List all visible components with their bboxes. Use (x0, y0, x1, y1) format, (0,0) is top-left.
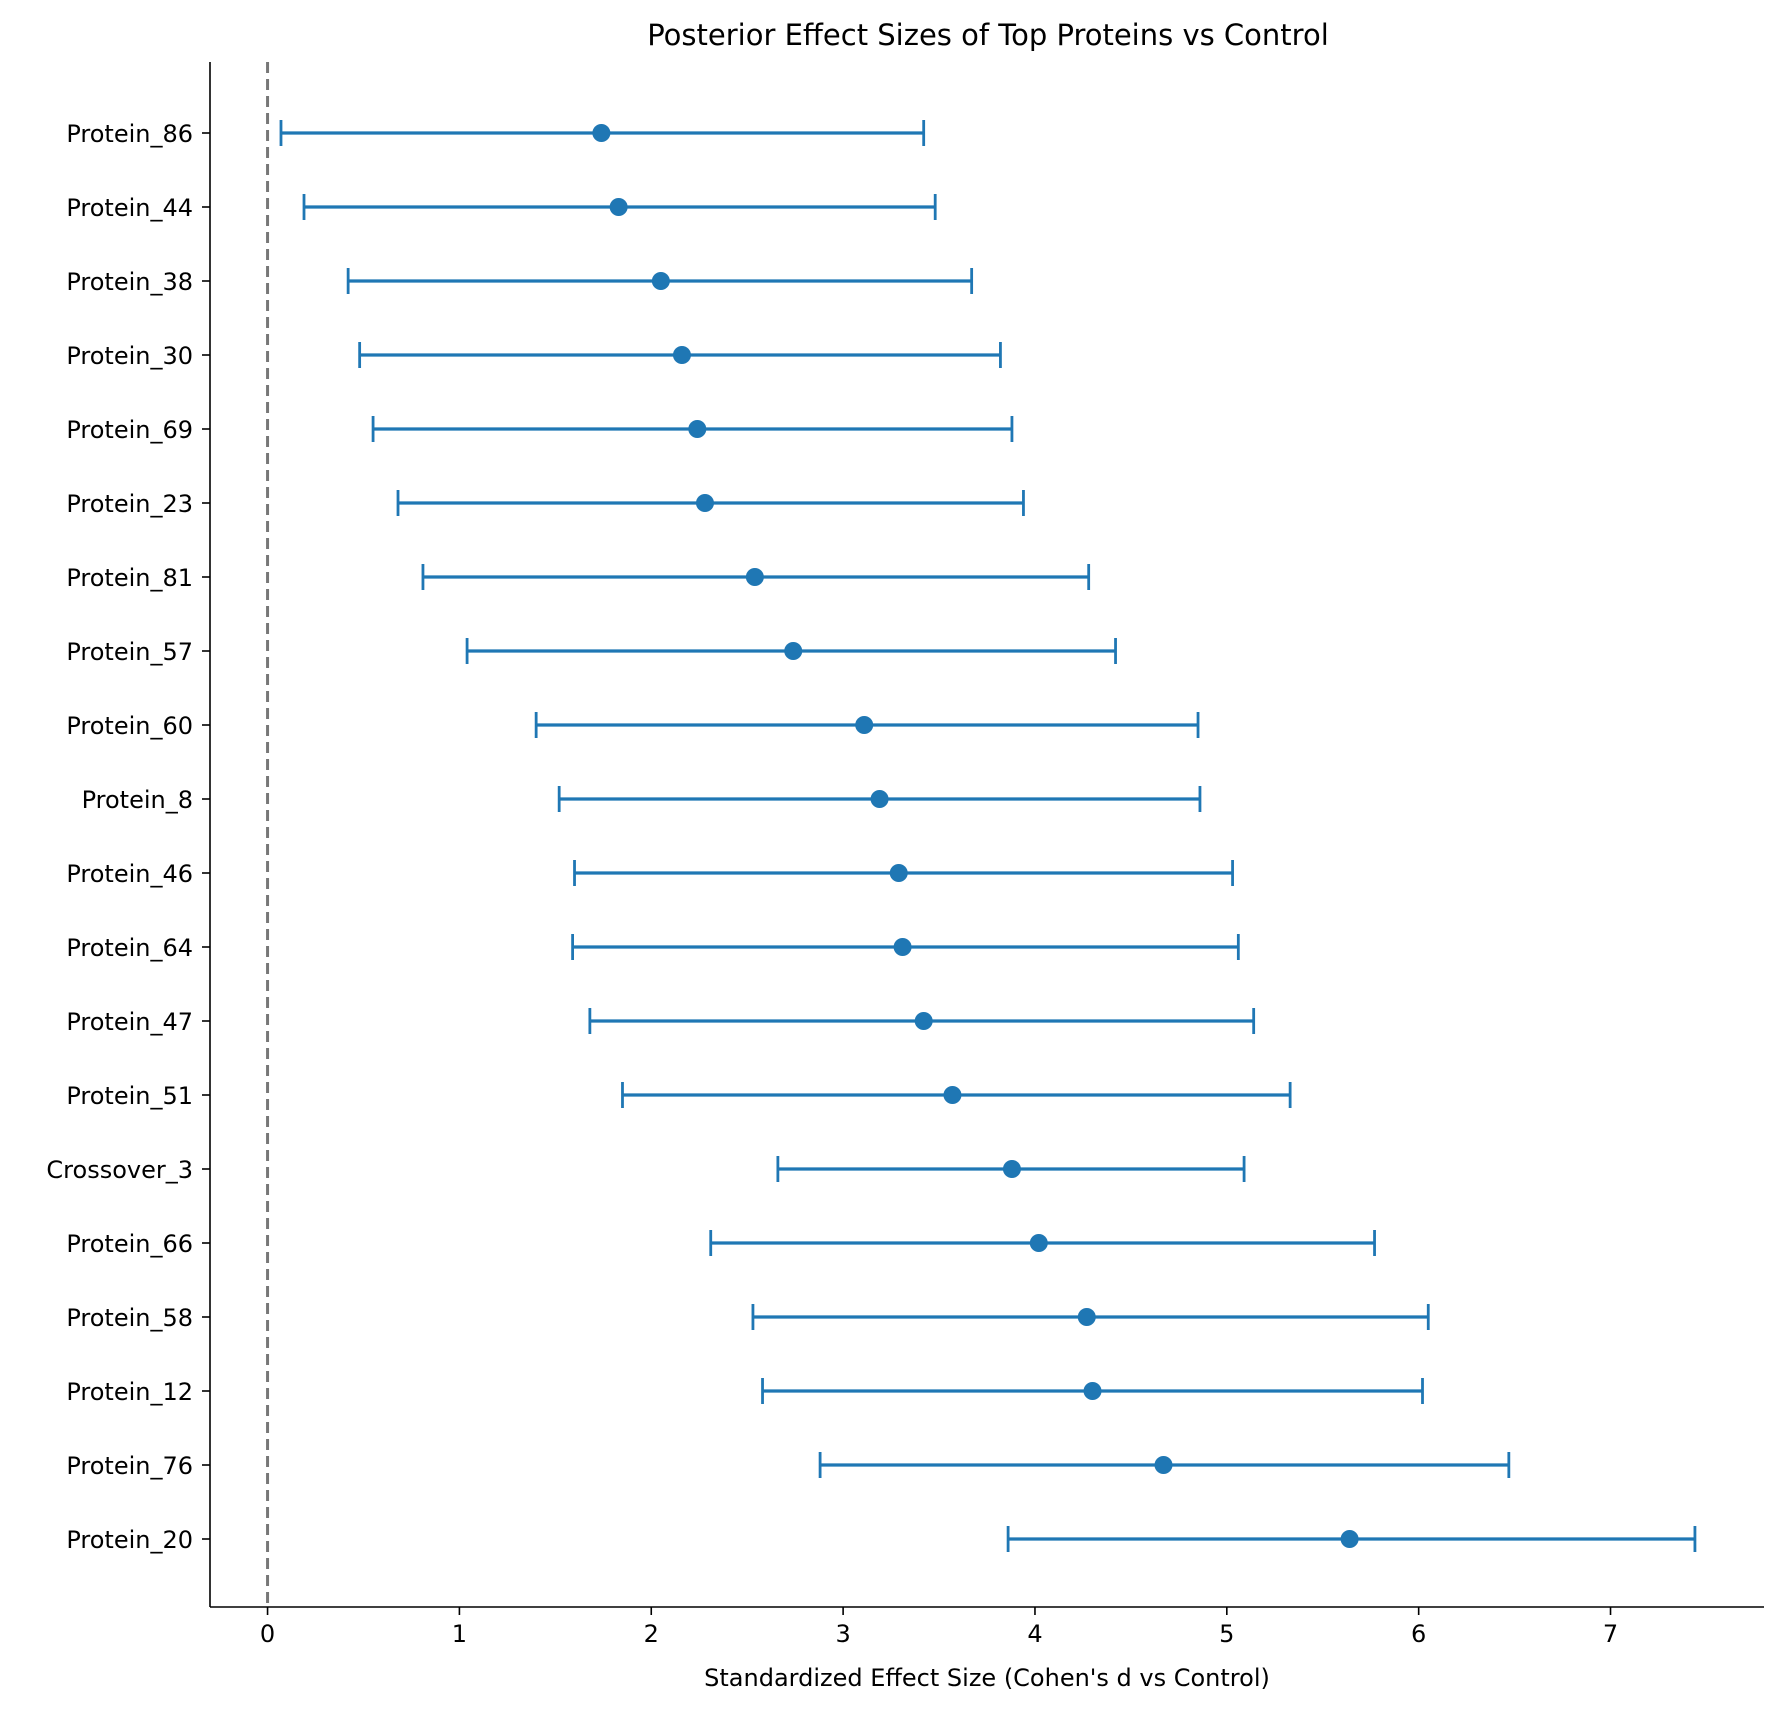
x-tick-label: 3 (835, 1620, 850, 1648)
data-row (534, 712, 1200, 738)
data-point (592, 124, 611, 142)
data-point (889, 864, 908, 882)
y-tick-label: Protein_64 (66, 934, 193, 962)
y-tick-label: Protein_69 (66, 416, 193, 444)
data-point (1340, 1530, 1359, 1548)
y-tick-label: Protein_76 (66, 1452, 193, 1480)
y-tick-label: Protein_86 (66, 120, 193, 148)
data-row (588, 1008, 1256, 1034)
y-tick-label: Protein_12 (66, 1378, 193, 1406)
data-point (609, 198, 628, 216)
x-tick-label: 0 (260, 1620, 275, 1648)
data-point (672, 346, 691, 364)
x-tick-label: 1 (452, 1620, 467, 1648)
data-row (279, 120, 926, 146)
data-row (421, 564, 1091, 590)
data-point (1029, 1234, 1048, 1252)
data-point (1077, 1308, 1096, 1326)
y-tick-label: Protein_46 (66, 860, 193, 888)
data-point (688, 420, 707, 438)
y-tick-label: Protein_30 (66, 342, 193, 370)
data-point (855, 716, 874, 734)
x-tick-label: 7 (1603, 1620, 1618, 1648)
y-axis-ticks: Protein_86 Protein_44 Protein_38 Protein_30… (46, 120, 210, 1554)
data-point (1083, 1382, 1102, 1400)
data-row (776, 1156, 1246, 1182)
y-tick-label: Protein_47 (66, 1008, 193, 1036)
y-tick-label: Protein_20 (66, 1526, 193, 1554)
y-tick-label: Protein_44 (66, 194, 193, 222)
y-tick-label: Protein_23 (66, 490, 193, 518)
data-point (1002, 1160, 1021, 1178)
x-axis-title: Standardized Effect Size (Cohen's d vs C… (704, 1664, 1270, 1692)
data-row (621, 1082, 1292, 1108)
data-point (745, 568, 764, 586)
data-row (465, 638, 1117, 664)
data-row (709, 1230, 1376, 1256)
data-row (346, 268, 974, 294)
data-row (302, 194, 937, 220)
chart-title: Posterior Effect Sizes of Top Proteins v… (647, 18, 1329, 52)
y-tick-label: Protein_81 (66, 564, 193, 592)
data-row (751, 1304, 1430, 1330)
data-row (358, 342, 1002, 368)
data-point (784, 642, 803, 660)
data-point (943, 1086, 962, 1104)
data-row (1006, 1526, 1697, 1552)
y-tick-label: Protein_60 (66, 712, 193, 740)
x-tick-label: 4 (1027, 1620, 1042, 1648)
data-point (870, 790, 889, 808)
y-tick-label: Protein_57 (66, 638, 193, 666)
data-point (695, 494, 714, 512)
data-row (761, 1378, 1424, 1404)
data-row (818, 1452, 1511, 1478)
y-tick-label: Protein_51 (66, 1082, 193, 1110)
y-tick-label: Protein_66 (66, 1230, 193, 1258)
data-row (371, 416, 1014, 442)
data-row (396, 490, 1025, 516)
y-tick-label: Protein_38 (66, 268, 193, 296)
data-point (651, 272, 670, 290)
data-point (914, 1012, 933, 1030)
data-row (557, 786, 1202, 812)
data-point (1154, 1456, 1173, 1474)
data-row (573, 860, 1234, 886)
x-tick-label: 5 (1219, 1620, 1234, 1648)
plot-area (266, 62, 1697, 1607)
x-tick-label: 2 (644, 1620, 659, 1648)
data-row (571, 934, 1240, 960)
y-tick-label: Protein_58 (66, 1304, 193, 1332)
x-tick-label: 6 (1411, 1620, 1426, 1648)
data-point (893, 938, 912, 956)
y-tick-label: Crossover_3 (46, 1156, 193, 1184)
y-tick-label: Protein_8 (82, 786, 193, 814)
x-axis-ticks: 0 1 2 3 4 5 6 7 (260, 1607, 1618, 1648)
